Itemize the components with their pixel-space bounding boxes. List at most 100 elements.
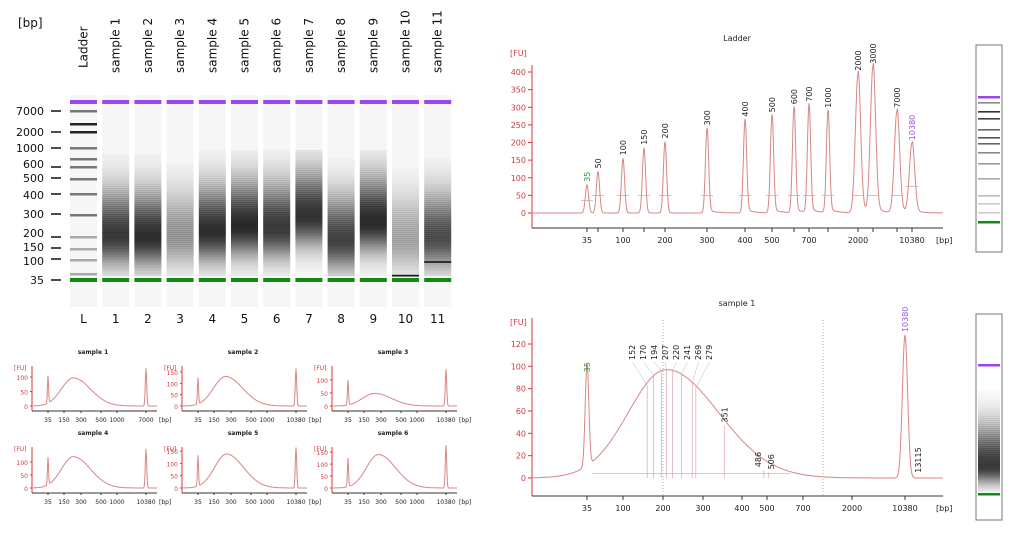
gel-smear-slice (327, 204, 355, 207)
gel-smear-slice (199, 150, 226, 152)
gel-smear-slice (392, 224, 419, 227)
upper-marker-band (295, 100, 323, 104)
gel-smear-slice (359, 202, 387, 205)
gel-smear-slice (134, 192, 162, 195)
gel-smear-slice (327, 268, 355, 271)
gel-smear-slice (102, 164, 130, 167)
gel-smear-slice (392, 222, 419, 225)
gel-smear-slice (102, 174, 130, 177)
gel-smear-slice (263, 264, 291, 267)
gel-smear-slice (424, 260, 452, 263)
gel-smear-slice (327, 220, 355, 223)
gel-smear-slice (166, 202, 194, 205)
gel-smear-slice (359, 270, 387, 273)
gel-smear-slice (327, 222, 355, 225)
y-tick-label: 120 (511, 340, 526, 349)
y-tick-label: 150 (511, 156, 526, 165)
gel-smear-slice (198, 190, 226, 193)
small-plot-trace (183, 368, 307, 407)
gel-smear-slice (102, 182, 130, 185)
gel-smear-slice (198, 212, 226, 215)
gel-smear-slice (327, 258, 355, 261)
lower-marker-band (70, 278, 97, 282)
gel-smear-slice (102, 224, 130, 227)
gel-smear-slice (424, 274, 452, 277)
gel-smear-slice (392, 190, 419, 193)
upper-marker-band (102, 100, 130, 104)
gel-lane (424, 95, 452, 307)
gel-smear-slice (134, 200, 162, 203)
gel-smear-slice (102, 274, 130, 277)
smear-peak-label: 13115 (914, 447, 923, 472)
gel-smear-slice (327, 248, 355, 251)
gel-smear-slice (102, 154, 129, 156)
lane-code: 9 (369, 312, 377, 326)
gel-smear-slice (295, 164, 323, 167)
strip-upper-marker (978, 96, 1000, 99)
gel-smear-slice (392, 268, 419, 271)
gel-smear-slice (231, 188, 258, 191)
gel-smear-slice (102, 236, 130, 239)
gel-smear-slice (198, 182, 226, 185)
gel-smear-slice (359, 192, 387, 195)
gel-smear-slice (392, 228, 419, 231)
gel-smear-slice (231, 192, 258, 195)
gel-smear-slice (166, 238, 194, 241)
gel-smear-slice (102, 166, 130, 169)
gel-smear-slice (359, 206, 387, 209)
small-plot-x-tick-label: 500 (395, 499, 407, 506)
gel-smear-slice (198, 226, 226, 229)
gel-smear-slice (231, 216, 258, 219)
gel-smear-slice (134, 248, 162, 251)
gel-smear-slice (231, 246, 258, 249)
ladder-x-tick-label: 700 (801, 236, 816, 245)
gel-smear-slice (295, 202, 323, 205)
gel-smear-slice (327, 186, 355, 189)
y-tick-label: 0 (24, 404, 28, 411)
gel-smear-slice (424, 248, 452, 251)
gel-smear-slice (359, 154, 387, 157)
y-tick-label: 200 (511, 139, 526, 148)
gel-smear-slice (263, 210, 291, 213)
gel-smear-slice (327, 168, 355, 171)
strip-smear-slice (978, 444, 1000, 447)
gel-smear-slice (263, 180, 291, 183)
gel-smear-slice (198, 214, 226, 217)
gel-smear-slice (198, 198, 226, 201)
ladder-x-tick-label: 400 (737, 236, 752, 245)
gel-smear-slice (263, 236, 291, 239)
ladder-electropherogram: Ladder [FU] [bp] 0 50 100 150 200 250 300 350 40… (510, 34, 952, 245)
gel-smear-slice (231, 204, 258, 207)
strip-smear-slice (978, 456, 1000, 459)
gel-smear-slice (392, 244, 419, 247)
gel-smear-slice (198, 178, 226, 181)
gel-smear-slice (327, 176, 355, 179)
gel-smear-slice (102, 184, 130, 187)
gel-smear-slice (424, 182, 452, 185)
gel-smear-slice (359, 222, 387, 225)
gel-smear-slice (424, 272, 452, 275)
gel-smear-slice (166, 206, 194, 209)
gel-smear-slice (392, 258, 419, 261)
gel-smear-slice (295, 240, 323, 243)
gel-smear-slice (263, 208, 291, 211)
small-plot-6: sample 6 [FU] 0 50 100 150 35 150 300 500 1000 1038… (314, 430, 471, 506)
gel-smear-slice (263, 164, 291, 167)
gel-smear-slice (231, 152, 258, 155)
small-plot-x-tick-label: 500 (245, 499, 257, 506)
gel-smear-slice (166, 208, 194, 211)
gel-smear-slice (392, 208, 419, 211)
gel-smear-slice (263, 160, 291, 163)
gel-smear-slice (198, 204, 226, 207)
gel-smear-slice (392, 182, 419, 185)
gel-smear-slice (263, 162, 291, 165)
y-tick-label: 0 (521, 474, 526, 483)
gel-smear-slice (359, 226, 387, 229)
gel-smear-slice (198, 244, 226, 247)
gel-smear-slice (424, 270, 452, 273)
ladder-x-tick-label: 100 (615, 236, 630, 245)
gel-smear-slice (295, 206, 323, 209)
upper-marker-band (231, 100, 258, 104)
gel-smear-slice (166, 200, 194, 203)
y-tick-label: 100 (17, 460, 29, 467)
